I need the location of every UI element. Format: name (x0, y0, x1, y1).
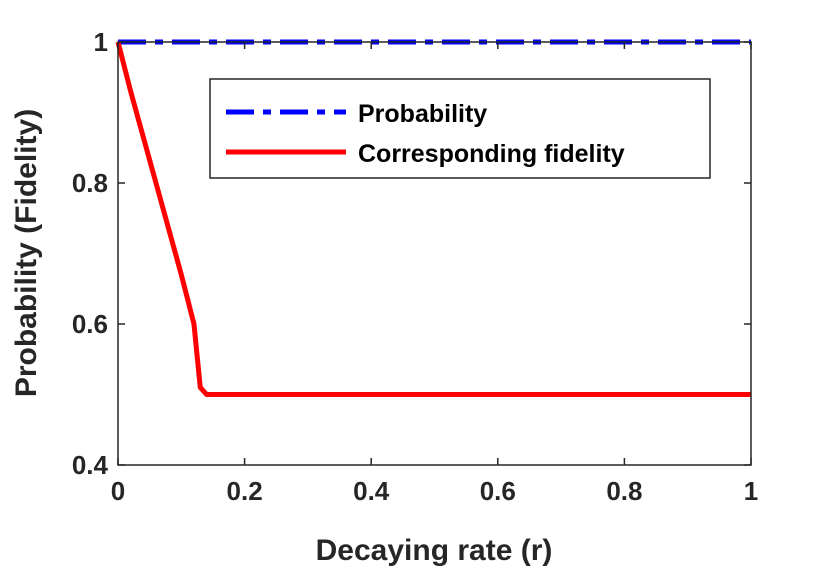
x-tick-label: 0.4 (353, 476, 390, 506)
y-tick-label: 0.4 (72, 450, 109, 480)
x-tick-label: 0.2 (227, 476, 263, 506)
ticks-layer: 0 0.2 0.4 0.6 0.8 1 0.4 0.6 0.8 1 (72, 27, 758, 506)
x-tick-label: 1 (744, 476, 758, 506)
x-tick-label: 0.6 (480, 476, 516, 506)
plot-frame (117, 41, 752, 466)
legend: Probability Corresponding fidelity (209, 78, 711, 179)
legend-label-probability: Probability (358, 100, 487, 128)
x-tick-label: 0 (111, 476, 125, 506)
x-tick-label: 0.8 (606, 476, 642, 506)
series-line-fidelity (115, 41, 751, 397)
legend-box (209, 78, 711, 179)
y-tick-label: 0.6 (72, 309, 108, 339)
y-tick-label: 0.8 (72, 168, 108, 198)
legend-label-fidelity: Corresponding fidelity (358, 140, 625, 168)
x-axis-label: Decaying rate (r) (316, 534, 553, 567)
y-axis-label: Probability (Fidelity) (10, 109, 43, 397)
y-tick-label: 1 (94, 27, 108, 57)
